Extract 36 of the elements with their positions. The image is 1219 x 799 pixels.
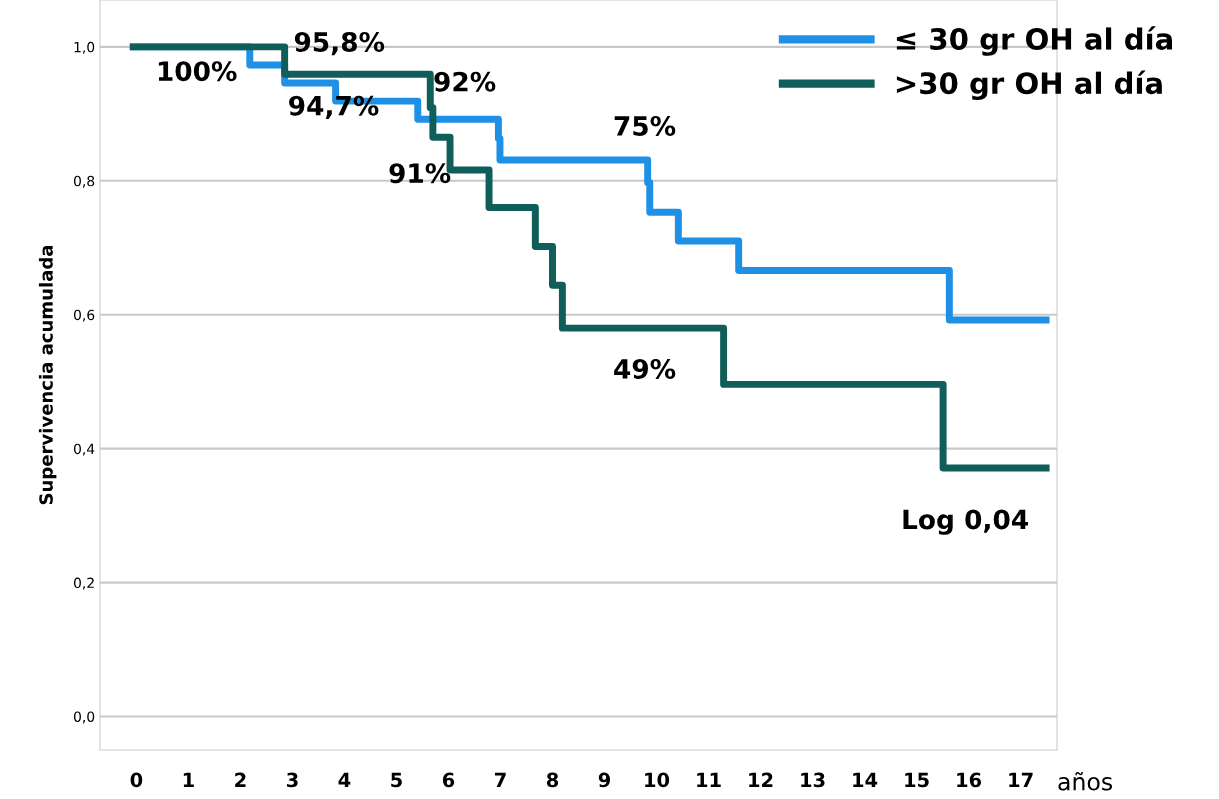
annotation: 95,8% [294, 31, 385, 56]
y-tick-label: 0,0 [73, 711, 95, 724]
legend-label: >30 gr OH al día [896, 70, 1162, 101]
annotation: 92% [434, 71, 496, 92]
annotation: 91% [389, 163, 451, 184]
x-tick-label: 4 [338, 772, 351, 787]
annotation: Log 0,04 [903, 509, 1028, 535]
y-axis-title: Supervivencia acumulada [38, 245, 57, 505]
x-tick-label: 0 [130, 772, 143, 788]
annotation: 94,7% [289, 95, 379, 120]
x-tick-label: 12 [749, 772, 773, 787]
y-tick-label: 0,2 [73, 577, 94, 590]
x-tick-label: 13 [801, 772, 825, 788]
x-tick-label: 8 [546, 772, 559, 788]
x-tick-label: 1 [183, 772, 194, 787]
x-tick-label: 10 [645, 772, 670, 788]
y-tick-label: 0,4 [73, 443, 95, 456]
x-tick-label: 17 [1009, 772, 1033, 787]
x-tick-label: 15 [905, 772, 929, 788]
x-tick-label: 9 [598, 772, 611, 788]
x-tick-label: 7 [495, 772, 506, 787]
annotation: 100% [158, 61, 237, 82]
x-tick-label: 5 [391, 772, 402, 788]
y-tick-label: 0,6 [73, 309, 95, 322]
annotation: 75% [614, 115, 676, 136]
x-tick-label: 6 [442, 772, 455, 788]
x-tick-label: 3 [286, 772, 298, 788]
x-tick-label: 2 [235, 772, 246, 787]
y-tick-label: 1,0 [74, 41, 95, 54]
legend-label: ≤ 30 gr OH al día [896, 26, 1173, 56]
x-tick-label: 16 [957, 772, 982, 788]
annotation: 49% [614, 358, 676, 379]
x-tick-label: 14 [853, 772, 878, 787]
x-tick-label: 11 [697, 772, 721, 787]
x-axis-title: años [1058, 771, 1113, 791]
y-tick-label: 0,8 [73, 175, 95, 188]
